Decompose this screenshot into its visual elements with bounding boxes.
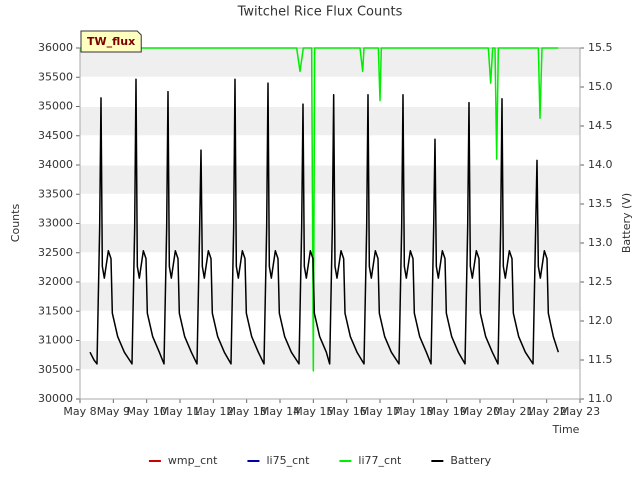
chart-title: Twitchel Rice Flux Counts: [237, 5, 403, 20]
y-tick-label: 33000: [38, 217, 73, 230]
y2-tick-label: 14.0: [588, 158, 613, 171]
y2-tick-label: 15.5: [588, 41, 613, 54]
legend-item: li75_cnt: [247, 454, 310, 467]
x-tick-label: May 9: [97, 405, 130, 418]
annotation: TW_flux: [87, 35, 135, 48]
legend-label: wmp_cnt: [168, 454, 218, 467]
legend-item: wmp_cnt: [148, 454, 218, 467]
y-tick-label: 30000: [38, 392, 73, 405]
y2-tick-label: 12.5: [588, 275, 613, 288]
y-tick-label: 33500: [38, 187, 73, 200]
y-tick-label: 32000: [38, 275, 73, 288]
y2-tick-label: 13.5: [588, 197, 613, 210]
y-tick-label: 32500: [38, 246, 73, 259]
legend-label: Battery: [450, 454, 491, 467]
grid-band: [80, 48, 580, 78]
grid-band: [80, 223, 580, 253]
y-tick-label: 34500: [38, 129, 73, 142]
legend-item: Battery: [431, 454, 492, 467]
grid-band: [80, 106, 580, 136]
x-tick-label: May 18: [393, 405, 433, 418]
series-line: [89, 78, 560, 365]
y-tick-label: 34000: [38, 158, 73, 171]
y-tick-label: 30500: [38, 363, 73, 376]
x-tick-label: May 14: [260, 405, 300, 418]
x-tick-label: May 19: [427, 405, 467, 418]
y-tick-label: 31000: [38, 334, 73, 347]
y2-tick-label: 13.0: [588, 236, 613, 249]
x-tick-label: May 10: [127, 405, 167, 418]
y2-tick-label: 15.0: [588, 80, 613, 93]
y-axis-label: Counts: [9, 204, 22, 243]
x-tick-label: May 23: [560, 405, 600, 418]
x-tick-label: May 16: [327, 405, 367, 418]
grid-band: [80, 282, 580, 312]
x-tick-label: May 21: [493, 405, 533, 418]
x-tick-label: May 11: [160, 405, 200, 418]
x-tick-label: May 8: [63, 405, 96, 418]
x-tick-label: May 15: [293, 405, 333, 418]
y2-tick-label: 11.0: [588, 392, 613, 405]
y2-axis-label: Battery (V): [620, 193, 633, 253]
legend-label: li75_cnt: [266, 454, 310, 467]
x-tick-label: May 20: [460, 405, 500, 418]
x-axis-label: Time: [552, 423, 580, 436]
legend-item: li77_cnt: [339, 454, 402, 467]
y-tick-label: 35500: [38, 70, 73, 83]
y2-tick-label: 14.5: [588, 119, 613, 132]
y-tick-label: 35000: [38, 100, 73, 113]
x-tick-label: May 22: [527, 405, 567, 418]
y-tick-label: 31500: [38, 304, 73, 317]
x-tick-label: May 17: [360, 405, 400, 418]
grid-band: [80, 165, 580, 195]
y-tick-label: 36000: [38, 41, 73, 54]
y2-tick-label: 11.5: [588, 353, 613, 366]
x-tick-label: May 12: [193, 405, 233, 418]
x-tick-label: May 13: [227, 405, 267, 418]
y2-tick-label: 12.0: [588, 314, 613, 327]
series-line: [80, 47, 559, 372]
legend-label: li77_cnt: [358, 454, 402, 467]
annotation-box: [80, 30, 142, 53]
